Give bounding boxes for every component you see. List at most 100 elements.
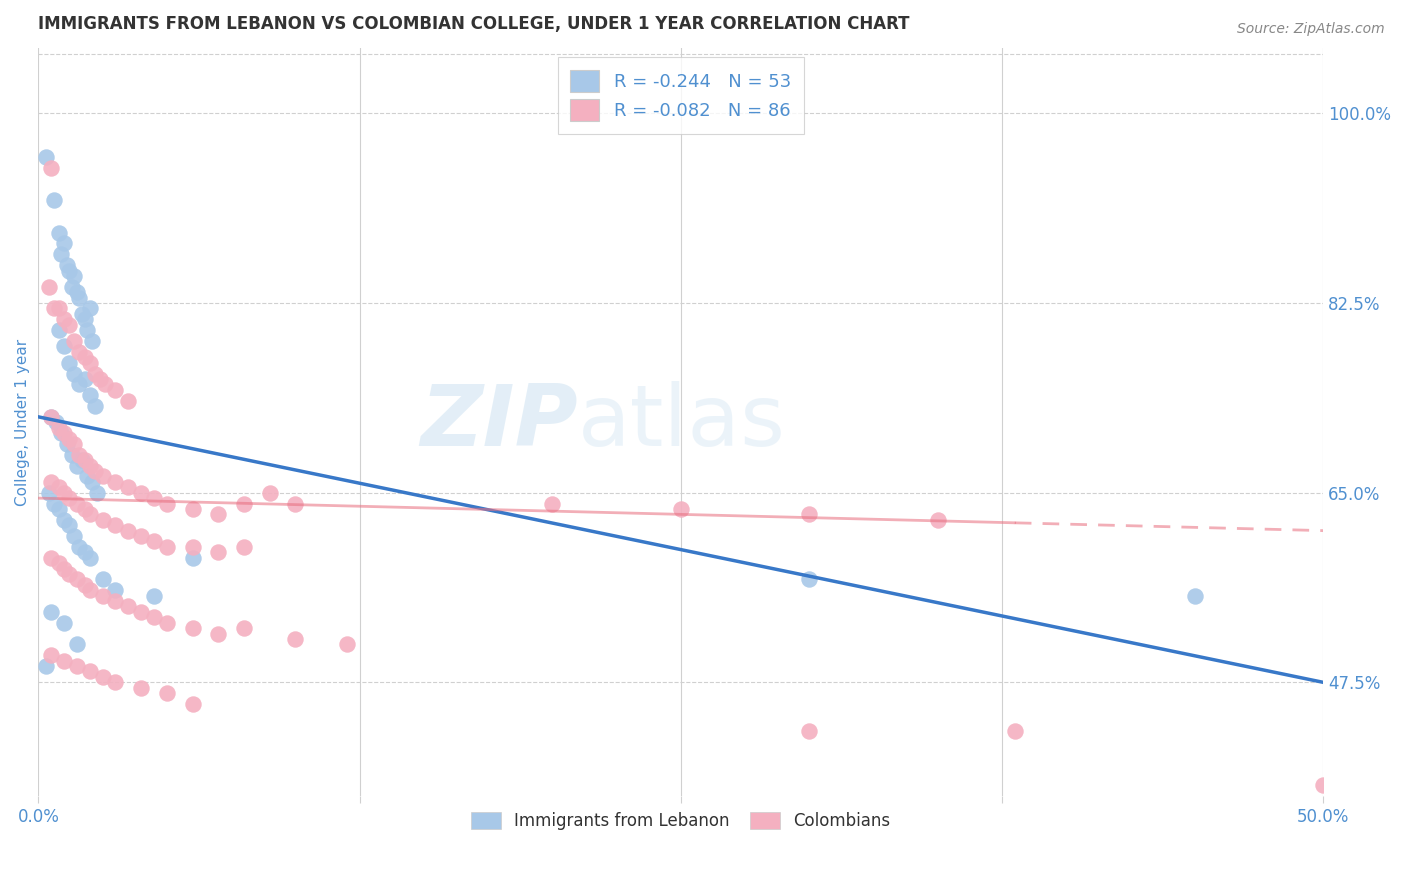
Point (53, 654, 76, 668)
Point (1184, 589, 1206, 603)
Point (207, 626, 229, 640)
Point (69, 291, 91, 305)
Point (73, 502, 96, 516)
Point (45, 415, 67, 429)
Point (73, 453, 96, 467)
Point (1004, 724, 1026, 739)
Point (73, 545, 96, 559)
Point (104, 475, 127, 489)
Point (53, 426, 76, 441)
Point (53, 339, 76, 353)
Point (60, 448, 83, 462)
Point (104, 675, 127, 690)
Point (181, 697, 204, 711)
Point (927, 513, 949, 527)
Point (63, 367, 86, 381)
Point (76, 469, 98, 483)
Point (55, 437, 77, 451)
Point (669, 502, 692, 516)
Point (117, 393, 139, 408)
Point (66, 573, 89, 587)
Point (63, 334, 86, 348)
Point (53, 236, 76, 251)
Point (73, 351, 96, 365)
Point (66, 458, 89, 473)
Point (39, 475, 62, 489)
Point (58, 432, 80, 446)
Point (69, 344, 91, 359)
Point (91, 589, 114, 603)
Point (39, 648, 62, 663)
Point (53, 485, 76, 500)
Point (79, 583, 101, 598)
Point (156, 496, 179, 510)
Point (53, 312, 76, 326)
Point (39, 550, 62, 565)
Point (89, 372, 111, 386)
Point (48, 480, 70, 494)
Point (73, 372, 96, 386)
Point (129, 681, 152, 695)
Point (53, 513, 76, 527)
Point (82, 475, 104, 489)
Point (42, 496, 65, 510)
Point (104, 583, 127, 598)
Point (42, 301, 65, 316)
Point (58, 318, 80, 332)
Point (259, 485, 281, 500)
Point (73, 312, 96, 326)
Point (35, 150, 58, 164)
Point (156, 686, 179, 700)
Point (284, 496, 307, 510)
Point (156, 540, 179, 554)
Point (42, 193, 65, 207)
Point (94, 377, 117, 392)
Point (1312, 778, 1334, 792)
Point (181, 550, 204, 565)
Point (58, 566, 80, 581)
Point (79, 458, 101, 473)
Text: Source: ZipAtlas.com: Source: ZipAtlas.com (1237, 22, 1385, 37)
Point (799, 573, 821, 587)
Point (38, 280, 60, 294)
Point (39, 409, 62, 424)
Legend: Immigrants from Lebanon, Colombians: Immigrants from Lebanon, Colombians (464, 805, 897, 837)
Point (91, 513, 114, 527)
Point (58, 491, 80, 505)
Point (117, 480, 139, 494)
Point (86, 485, 108, 500)
Point (51, 247, 73, 261)
Point (91, 573, 114, 587)
Point (35, 659, 58, 673)
Point (48, 556, 70, 570)
Text: IMMIGRANTS FROM LEBANON VS COLOMBIAN COLLEGE, UNDER 1 YEAR CORRELATION CHART: IMMIGRANTS FROM LEBANON VS COLOMBIAN COL… (38, 15, 910, 33)
Point (104, 383, 127, 397)
Point (91, 469, 114, 483)
Point (70, 453, 93, 467)
Point (181, 502, 204, 516)
Point (156, 615, 179, 630)
Point (129, 529, 152, 543)
Point (143, 589, 166, 603)
Point (69, 377, 91, 392)
Point (79, 356, 101, 370)
Point (232, 621, 254, 635)
Point (104, 518, 127, 533)
Point (117, 599, 139, 614)
Point (129, 605, 152, 619)
Point (48, 420, 70, 434)
Point (232, 540, 254, 554)
Point (60, 280, 83, 294)
Point (799, 508, 821, 522)
Point (143, 534, 166, 549)
Point (70, 307, 93, 321)
Point (48, 301, 70, 316)
Text: ZIP: ZIP (420, 381, 578, 464)
Point (91, 670, 114, 684)
Point (39, 161, 62, 175)
Point (129, 485, 152, 500)
Point (143, 491, 166, 505)
Point (66, 285, 89, 300)
Point (73, 578, 96, 592)
Point (63, 437, 86, 451)
